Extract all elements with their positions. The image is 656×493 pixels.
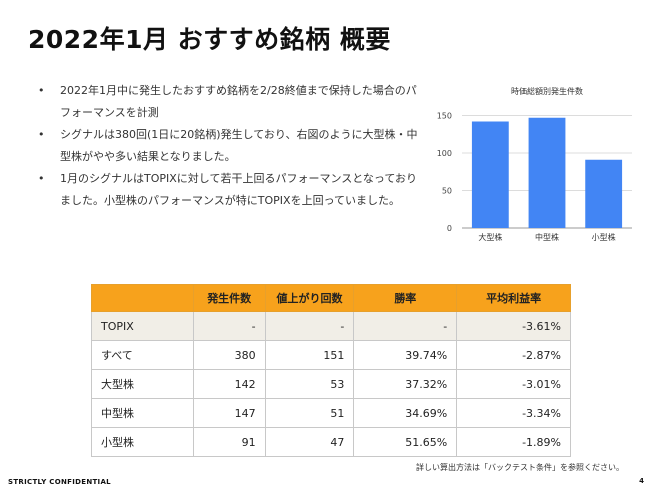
bullet-list: 2022年1月中に発生したおすすめ銘柄を2/28終値まで保持した場合のパフォーマ… (38, 80, 418, 212)
bar (585, 159, 623, 228)
table-cell: 51 (264, 398, 355, 428)
table-cell: - (192, 311, 266, 341)
table-cell: 53 (264, 369, 355, 399)
y-tick-label: 150 (437, 112, 452, 121)
table-cell: 37.32% (353, 369, 458, 399)
table-header-cell (91, 284, 194, 312)
table-row: 大型株 142 53 37.32% -3.01% (91, 369, 571, 399)
table-header-cell: 勝率 (353, 284, 458, 312)
table-cell: 47 (264, 427, 355, 457)
table-cell: -3.61% (456, 311, 571, 341)
y-tick-label: 0 (447, 224, 452, 233)
performance-table: 発生件数 値上がり回数 勝率 平均利益率 TOPIX - - - -3.61% … (91, 284, 571, 457)
confidential-label: STRICTLY CONFIDENTIAL (8, 478, 111, 486)
table-header-cell: 平均利益率 (456, 284, 571, 312)
bullet-item: シグナルは380回(1日に20銘柄)発生しており、右図のように大型株・中型株がや… (38, 124, 418, 168)
table-cell: 151 (264, 340, 355, 370)
table-cell: - (353, 311, 458, 341)
table-cell: -1.89% (456, 427, 571, 457)
bar-chart: 時価総額別発生件数 0 50 100 150 大型株 中型株 小型株 (437, 86, 632, 242)
table-cell: 380 (192, 340, 266, 370)
table-row: 中型株 147 51 34.69% -3.34% (91, 398, 571, 428)
table-cell: 91 (192, 427, 266, 457)
slide-title: 2022年1月 おすすめ銘柄 概要 (28, 25, 391, 54)
table-cell: 142 (192, 369, 266, 399)
page-number: 4 (639, 477, 644, 485)
bar (528, 117, 566, 228)
chart-title: 時価総額別発生件数 (511, 86, 583, 96)
bullet-item: 1月のシグナルはTOPIXに対して若干上回るパフォーマンスとなっておりました。小… (38, 168, 418, 212)
table-row: TOPIX - - - -3.61% (91, 311, 571, 341)
table-cell: -3.34% (456, 398, 571, 428)
table-cell: -2.87% (456, 340, 571, 370)
table-header-cell: 値上がり回数 (264, 284, 355, 312)
x-tick-label: 小型株 (592, 232, 616, 242)
table-header-cell: 発生件数 (192, 284, 266, 312)
table-header-row: 発生件数 値上がり回数 勝率 平均利益率 (91, 284, 571, 312)
table-cell: -3.01% (456, 369, 571, 399)
table-cell: すべて (91, 340, 194, 370)
table-cell: 小型株 (91, 427, 194, 457)
footnote: 詳しい算出方法は「バックテスト条件」を参照ください。 (416, 463, 624, 472)
table-cell: 34.69% (353, 398, 458, 428)
table-cell: 中型株 (91, 398, 194, 428)
table-cell: 大型株 (91, 369, 194, 399)
table-cell: 39.74% (353, 340, 458, 370)
x-tick-label: 中型株 (535, 232, 559, 242)
table-row: 小型株 91 47 51.65% -1.89% (91, 427, 571, 457)
x-tick-label: 大型株 (478, 232, 502, 242)
table-cell: - (264, 311, 355, 341)
bullet-item: 2022年1月中に発生したおすすめ銘柄を2/28終値まで保持した場合のパフォーマ… (38, 80, 418, 124)
bar (471, 121, 509, 228)
table-cell: 51.65% (353, 427, 458, 457)
y-tick-label: 100 (437, 149, 452, 158)
table-row: すべて 380 151 39.74% -2.87% (91, 340, 571, 370)
table-cell: TOPIX (91, 311, 194, 341)
y-tick-label: 50 (442, 187, 452, 196)
table-cell: 147 (192, 398, 266, 428)
